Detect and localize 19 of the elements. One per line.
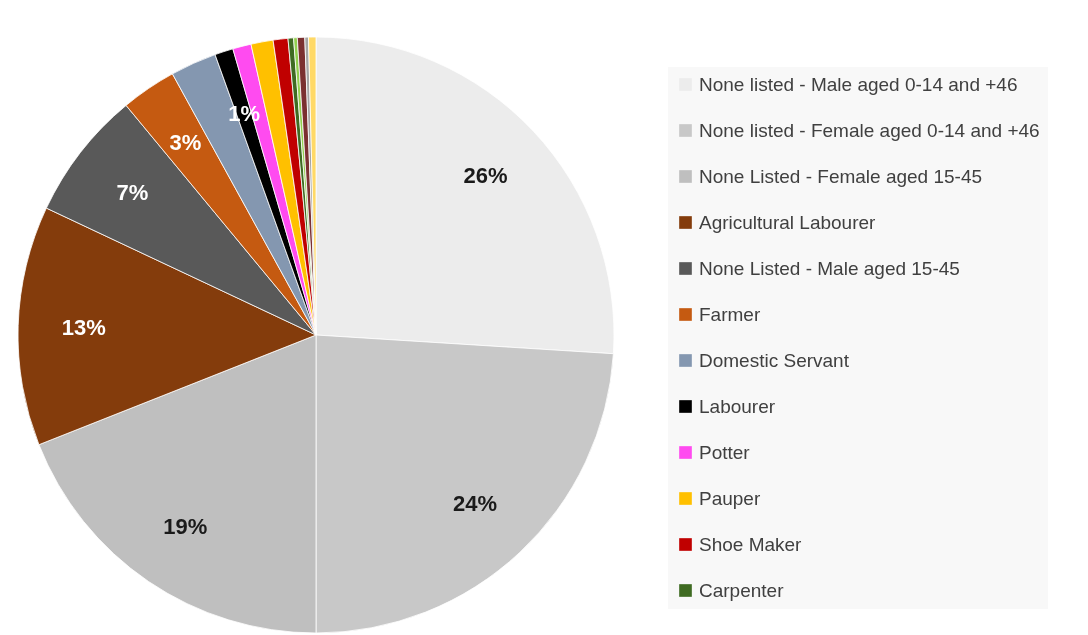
legend-label: Farmer — [699, 303, 761, 325]
legend-label: Potter — [699, 441, 751, 463]
data-label: 26% — [463, 162, 508, 188]
legend-label: Carpenter — [699, 579, 785, 601]
data-label: 1% — [228, 100, 261, 126]
legend-label: Pauper — [699, 487, 761, 509]
legend-label: None Listed - Female aged 15-45 — [699, 165, 983, 187]
legend-label: None listed - Female aged 0-14 and +46 — [699, 119, 1040, 141]
legend-label: Agricultural Labourer — [699, 211, 877, 233]
data-label: 13% — [61, 314, 106, 340]
legend-label: None listed - Male aged 0-14 and +46 — [699, 73, 1018, 95]
legend-label: Labourer — [699, 395, 776, 417]
data-label: 19% — [163, 514, 208, 540]
data-label: 24% — [453, 491, 498, 517]
data-label: 3% — [169, 129, 202, 155]
legend-label: None Listed - Male aged 15-45 — [699, 257, 960, 279]
legend-label: Domestic Servant — [699, 349, 850, 371]
data-label: 7% — [116, 179, 149, 205]
legend-label: Shoe Maker — [699, 533, 803, 555]
